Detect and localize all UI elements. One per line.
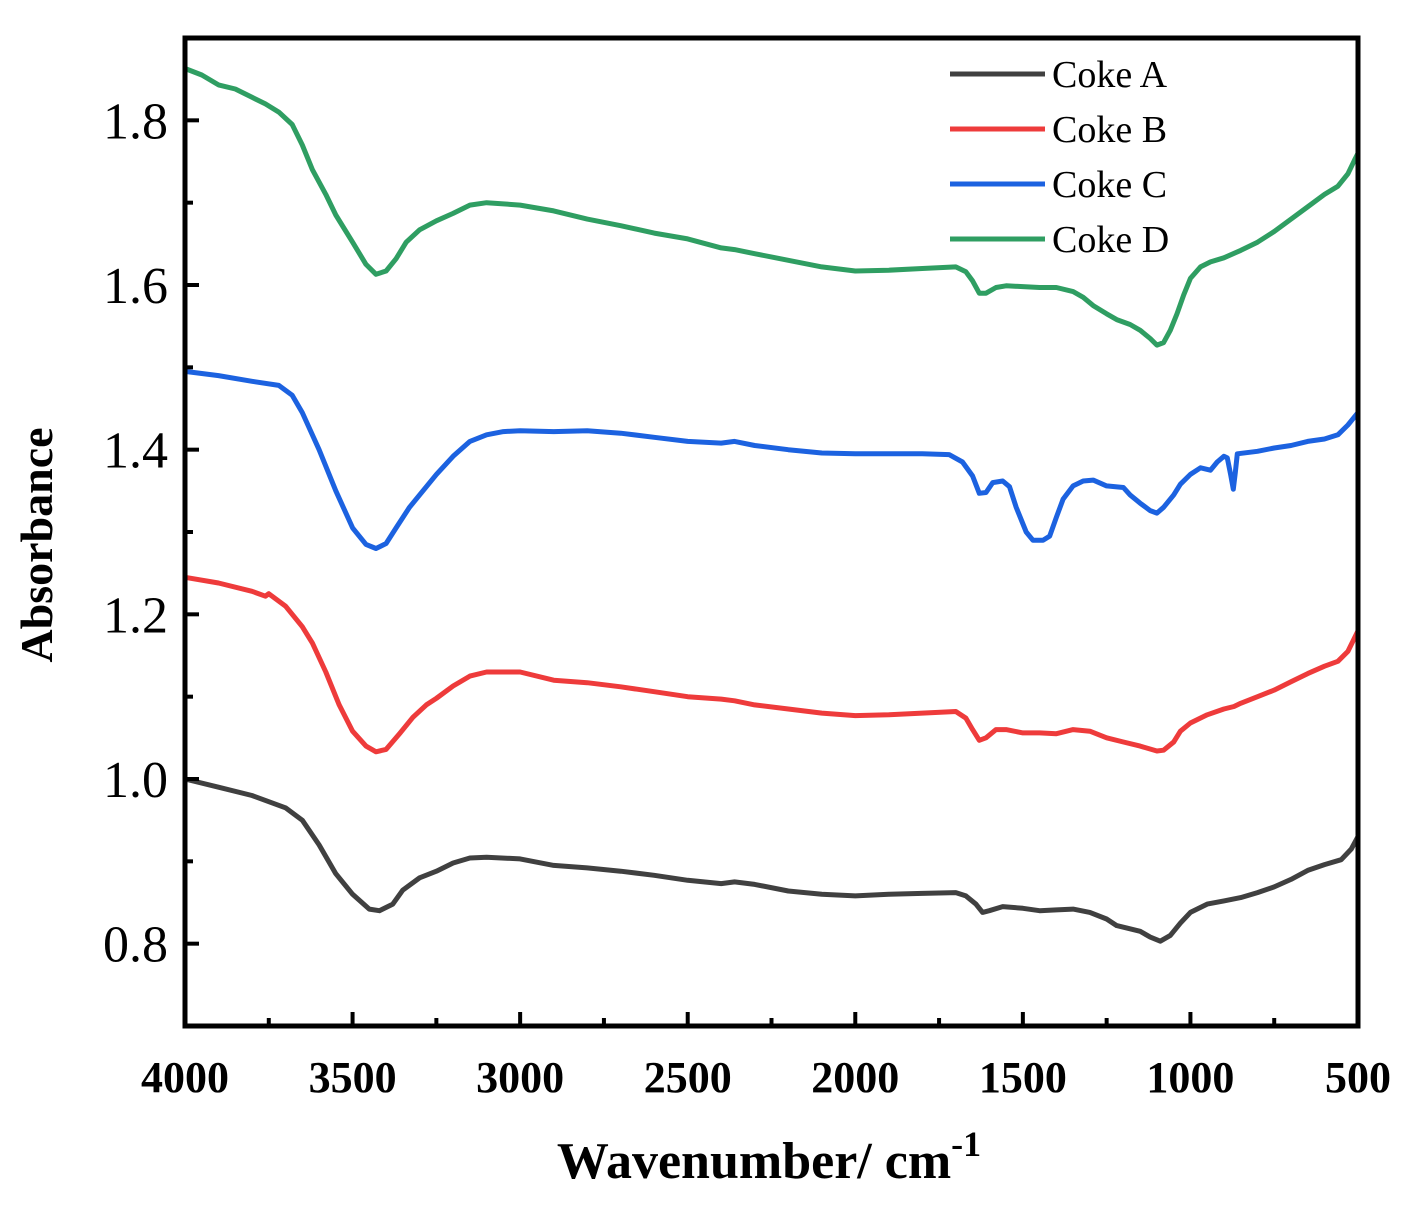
y-tick-label: 1.0	[103, 752, 168, 809]
x-tick-label: 500	[1325, 1053, 1391, 1102]
y-tick-label: 1.6	[103, 258, 168, 315]
x-tick-label: 3000	[476, 1053, 564, 1102]
x-tick-label: 3500	[309, 1053, 397, 1102]
x-tick-label: 2500	[644, 1053, 732, 1102]
y-tick-labels: 0.8 1.0 1.2 1.4 1.6 1.8	[103, 93, 168, 973]
y-tick-label: 0.8	[103, 917, 168, 974]
x-axis-label: Wavenumber/ cm-1	[557, 1124, 981, 1190]
legend-label-1: Coke A	[1052, 54, 1168, 96]
legend-label-3: Coke C	[1052, 164, 1167, 206]
x-tick-label: 4000	[141, 1053, 229, 1102]
x-tick-label: 2000	[811, 1053, 899, 1102]
x-tick-label: 1500	[979, 1053, 1067, 1102]
series-line-3	[182, 368, 1361, 551]
legend: Coke A Coke B Coke C Coke D	[950, 54, 1169, 261]
x-tick-labels: 4000 3500 3000 2500 2000 1500 1000 500	[141, 1053, 1391, 1102]
y-tick-label: 1.4	[103, 423, 168, 480]
series-line-2	[182, 574, 1361, 755]
y-axis-label: Absorbance	[11, 427, 62, 662]
legend-label-2: Coke B	[1052, 109, 1167, 151]
x-axis-label-text: Wavenumber/ cm	[557, 1133, 951, 1190]
axis-ticks	[183, 118, 1360, 1026]
series-line-1	[182, 776, 1361, 944]
legend-label-4: Coke D	[1052, 219, 1169, 261]
x-tick-label: 1000	[1146, 1053, 1234, 1102]
series-lines	[182, 66, 1361, 944]
y-tick-label: 1.8	[103, 93, 168, 150]
series-line-4	[182, 66, 1361, 348]
y-tick-label: 1.2	[103, 587, 168, 644]
x-axis-label-superscript: -1	[951, 1124, 981, 1164]
